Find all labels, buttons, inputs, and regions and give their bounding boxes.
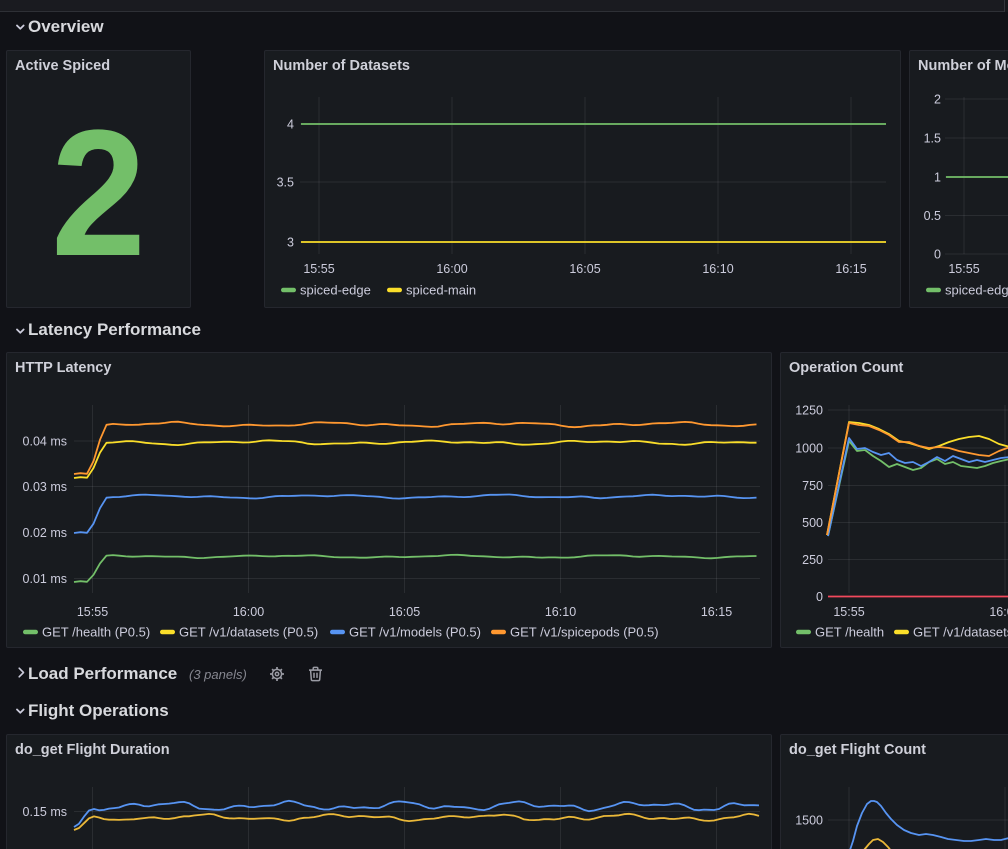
svg-text:15:55: 15:55: [833, 605, 864, 619]
svg-text:15:55: 15:55: [77, 605, 108, 619]
svg-text:1250: 1250: [795, 404, 823, 418]
svg-text:16:00: 16:00: [233, 605, 264, 619]
svg-text:GET /health (P0.5): GET /health (P0.5): [42, 625, 150, 640]
svg-text:spiced-edge: spiced-edge: [945, 283, 1008, 298]
svg-text:16:10: 16:10: [702, 262, 733, 276]
svg-text:0.02 ms: 0.02 ms: [23, 526, 67, 540]
svg-text:4: 4: [287, 118, 294, 132]
svg-text:3: 3: [287, 236, 294, 250]
svg-text:1.5: 1.5: [924, 132, 941, 146]
svg-text:0.04 ms: 0.04 ms: [23, 435, 67, 449]
svg-text:GET /v1/datasets (P0.5): GET /v1/datasets (P0.5): [179, 625, 318, 640]
svg-text:spiced-edge: spiced-edge: [300, 283, 371, 298]
svg-text:2: 2: [934, 93, 941, 107]
svg-text:16:05: 16:05: [569, 262, 600, 276]
svg-text:16:10: 16:10: [545, 605, 576, 619]
svg-text:16:00: 16:00: [989, 605, 1008, 619]
svg-text:GET /v1/spicepods (P0.5): GET /v1/spicepods (P0.5): [510, 625, 659, 640]
svg-text:15:55: 15:55: [303, 262, 334, 276]
svg-text:0.5: 0.5: [924, 209, 941, 223]
svg-text:16:00: 16:00: [436, 262, 467, 276]
svg-text:GET /v1/models (P0.5): GET /v1/models (P0.5): [349, 625, 481, 640]
svg-text:0.01 ms: 0.01 ms: [23, 572, 67, 586]
svg-text:1: 1: [934, 171, 941, 185]
svg-text:15:55: 15:55: [948, 262, 979, 276]
svg-text:500: 500: [802, 516, 823, 530]
svg-text:1000: 1000: [795, 442, 823, 456]
svg-text:spiced-main: spiced-main: [406, 283, 476, 298]
svg-text:16:05: 16:05: [389, 605, 420, 619]
svg-text:3.5: 3.5: [277, 176, 294, 190]
svg-text:GET /health: GET /health: [815, 625, 884, 640]
svg-text:0.03 ms: 0.03 ms: [23, 480, 67, 494]
svg-text:GET /v1/datasets: GET /v1/datasets: [913, 625, 1008, 640]
svg-text:0.15 ms: 0.15 ms: [23, 805, 67, 819]
svg-text:0: 0: [934, 248, 941, 262]
svg-text:250: 250: [802, 553, 823, 567]
svg-text:750: 750: [802, 479, 823, 493]
svg-text:16:15: 16:15: [701, 605, 732, 619]
svg-text:1500: 1500: [795, 814, 823, 828]
svg-text:16:15: 16:15: [835, 262, 866, 276]
svg-text:0: 0: [816, 590, 823, 604]
